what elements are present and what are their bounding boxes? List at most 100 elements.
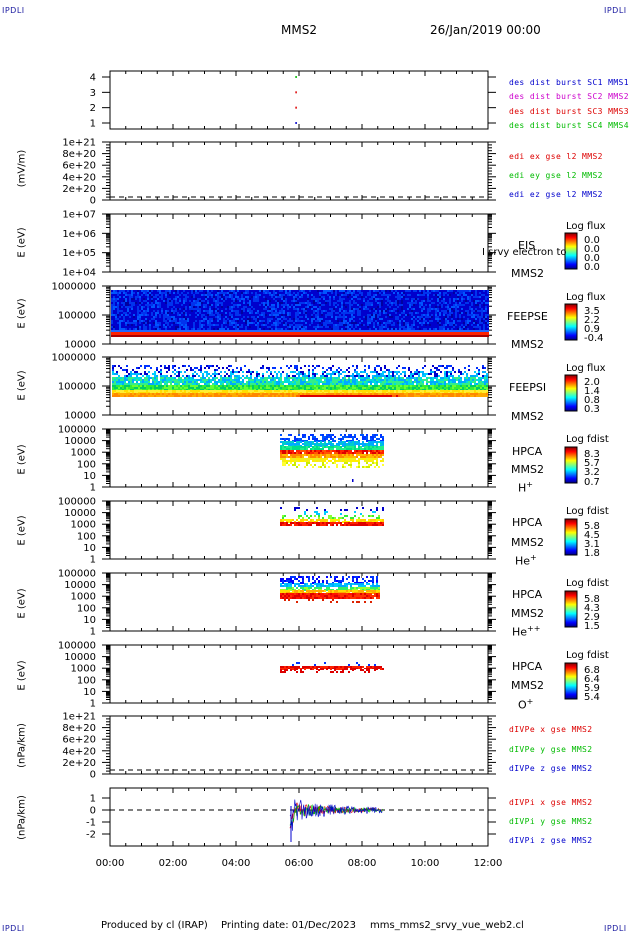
feepse-cell bbox=[385, 316, 387, 318]
feepse-cell bbox=[315, 304, 317, 306]
feepse-cell bbox=[389, 328, 391, 330]
feepse-cell bbox=[375, 296, 377, 298]
feepse-cell bbox=[185, 290, 187, 292]
feepse-cell bbox=[261, 335, 263, 337]
feepse-cell bbox=[211, 300, 213, 302]
feepse-cell bbox=[211, 316, 213, 318]
feepse-cell bbox=[187, 330, 189, 332]
feepse-cell bbox=[255, 330, 257, 332]
feepse-cell bbox=[237, 290, 239, 292]
feepse-cell bbox=[299, 330, 301, 332]
feepse-cell bbox=[173, 302, 175, 304]
feepse-cell bbox=[187, 320, 189, 322]
feepse-cell bbox=[333, 320, 335, 322]
feepse-cell bbox=[253, 320, 255, 322]
feepse-cell bbox=[331, 322, 333, 324]
feepse-cell bbox=[117, 328, 119, 330]
feepse-cell bbox=[257, 328, 259, 330]
feepse-cell bbox=[227, 312, 229, 314]
feepse-cell bbox=[151, 326, 153, 328]
feepse-cell bbox=[111, 326, 113, 328]
feepse-cell bbox=[421, 290, 423, 292]
feepse-cell bbox=[131, 298, 133, 300]
feepse-cell bbox=[169, 312, 171, 314]
feepse-cell bbox=[377, 294, 379, 296]
xtick-label: 12:00 bbox=[474, 858, 503, 869]
feepse-cell bbox=[195, 322, 197, 324]
feepse-cell bbox=[205, 322, 207, 324]
panel-frame-hpca_o bbox=[109, 644, 489, 704]
feepse-cell bbox=[275, 300, 277, 302]
feepse-cell bbox=[197, 300, 199, 302]
feepse-cell bbox=[395, 310, 397, 312]
feepse-cell bbox=[257, 322, 259, 324]
feepse-cell bbox=[359, 306, 361, 308]
feepse-cell bbox=[149, 290, 151, 292]
feepse-cell bbox=[191, 335, 193, 337]
feepse-cell bbox=[113, 320, 115, 322]
feepse-cell bbox=[349, 290, 351, 292]
feepse-cell bbox=[149, 300, 151, 302]
feepse-cell bbox=[307, 306, 309, 308]
feepse-cell bbox=[355, 320, 357, 322]
ytick-label-hpca_he: 100000 bbox=[58, 497, 96, 508]
feepse-cell bbox=[305, 310, 307, 312]
feepse-cell bbox=[299, 322, 301, 324]
feepse-cell bbox=[269, 298, 271, 300]
feepse-cell bbox=[135, 328, 137, 330]
feepse-cell bbox=[389, 298, 391, 300]
feepse-cell bbox=[227, 316, 229, 318]
feepse-cell bbox=[229, 302, 231, 304]
feepse-cell bbox=[193, 326, 195, 328]
feepse-cell bbox=[335, 302, 337, 304]
feepse-cell bbox=[371, 316, 373, 318]
feepse-cell bbox=[259, 322, 261, 324]
feepse-cell bbox=[257, 292, 259, 294]
feepse-cell bbox=[425, 306, 427, 308]
feepse-cell bbox=[247, 306, 249, 308]
feepse-cell bbox=[169, 332, 171, 335]
feepse-cell bbox=[125, 312, 127, 314]
feepse-cell bbox=[165, 300, 167, 302]
feepse-cell bbox=[113, 290, 115, 292]
feepse-cell bbox=[215, 302, 217, 304]
feepse-cell bbox=[343, 330, 345, 332]
feepse-cell bbox=[201, 316, 203, 318]
feepse-cell bbox=[331, 335, 333, 337]
feepse-cell bbox=[345, 294, 347, 296]
feepse-cell bbox=[331, 304, 333, 306]
feepse-cell bbox=[183, 328, 185, 330]
feepse-cell bbox=[323, 322, 325, 324]
feepse-cell bbox=[141, 294, 143, 296]
feepse-cell bbox=[389, 292, 391, 294]
feepse-cell bbox=[271, 296, 273, 298]
feepse-cell bbox=[331, 324, 333, 326]
feepse-cell bbox=[195, 326, 197, 328]
feepse-cell bbox=[219, 324, 221, 326]
feepse-cell bbox=[307, 314, 309, 316]
feepse-cell bbox=[399, 308, 401, 310]
ytick-label-feepsi: 10000 bbox=[64, 411, 96, 422]
burst-point-red bbox=[295, 106, 297, 109]
feepse-cell bbox=[295, 318, 297, 320]
feepse-cell bbox=[313, 316, 315, 318]
feepse-cell bbox=[135, 290, 137, 292]
feepse-cell bbox=[297, 304, 299, 306]
feepse-cell bbox=[235, 332, 237, 335]
feepse-cell bbox=[161, 320, 163, 322]
feepse-cell bbox=[275, 290, 277, 292]
feepse-cell bbox=[149, 292, 151, 294]
feepse-cell bbox=[309, 304, 311, 306]
feepse-cell bbox=[343, 304, 345, 306]
feepse-cell bbox=[253, 296, 255, 298]
feepse-cell bbox=[399, 292, 401, 294]
feepse-cell bbox=[249, 335, 251, 337]
feepse-cell bbox=[167, 298, 169, 300]
ytick-label-hpca_he2: 10 bbox=[83, 615, 96, 626]
feepse-cell bbox=[309, 292, 311, 294]
feepse-cell bbox=[319, 292, 321, 294]
feepse-cell bbox=[215, 324, 217, 326]
feepse-cell bbox=[327, 302, 329, 304]
feepse-cell bbox=[265, 300, 267, 302]
feepse-cell bbox=[111, 335, 113, 337]
